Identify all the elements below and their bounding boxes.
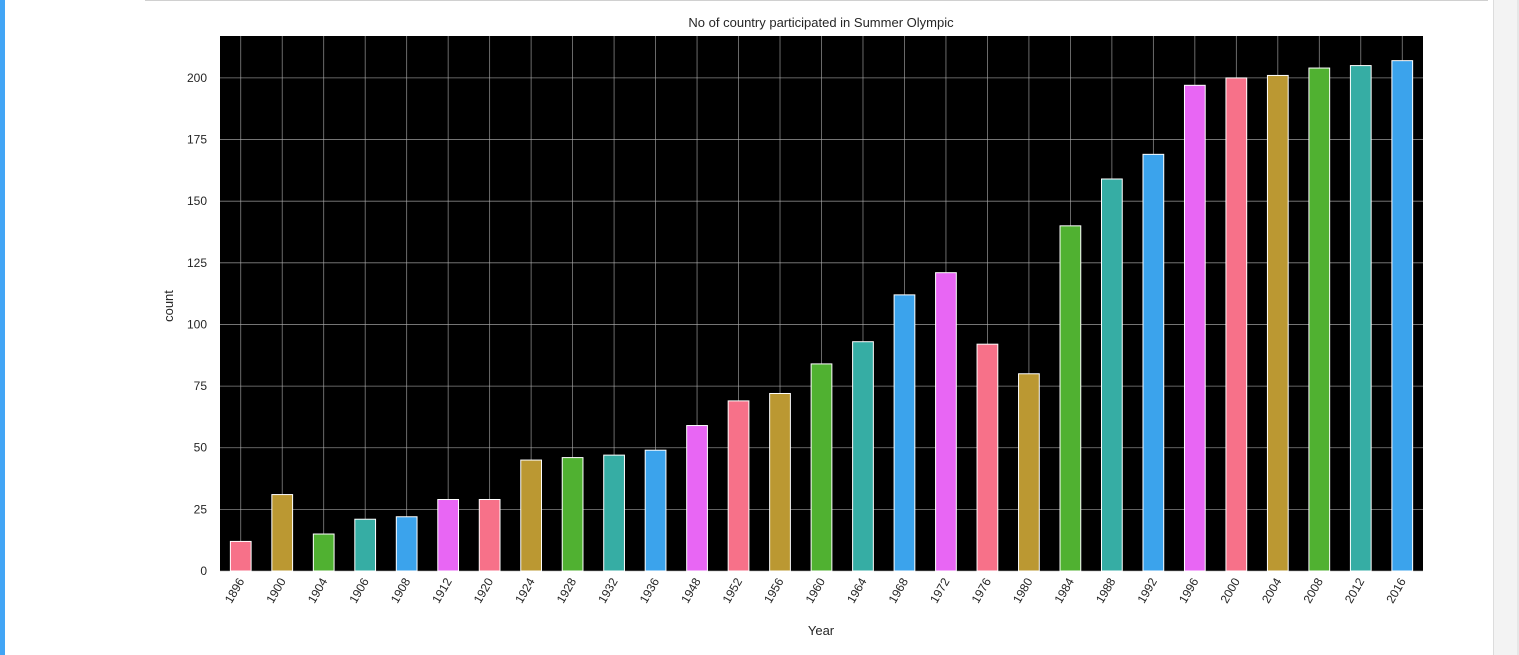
- y-tick-label: 50: [194, 441, 208, 455]
- x-tick-label: 1896: [222, 575, 248, 605]
- left-accent-bar: [0, 0, 5, 655]
- bar-1980: [1018, 373, 1040, 572]
- bar-1960: [810, 363, 833, 572]
- x-tick-label: 1936: [637, 575, 663, 605]
- x-tick-label: 2016: [1383, 575, 1409, 605]
- bar-1996: [1183, 84, 1206, 572]
- x-tick-label: 1984: [1052, 575, 1078, 605]
- x-tick-label: 2000: [1217, 575, 1243, 605]
- bar-1928: [561, 457, 584, 572]
- x-tick-label: 1948: [678, 575, 704, 605]
- x-tick-label: 2004: [1259, 575, 1285, 605]
- x-axis-ticks: 1896 1900 1904 1906 1908 1912 1920 1924 1928 1932…: [222, 575, 1409, 605]
- x-tick-label: 1960: [803, 575, 829, 605]
- y-tick-label: 25: [194, 502, 208, 516]
- y-tick-label: 0: [200, 564, 207, 578]
- bar-2012: [1349, 65, 1372, 572]
- bar-2004: [1266, 74, 1289, 572]
- x-tick-label: 1980: [1010, 575, 1036, 605]
- x-tick-label: 1900: [263, 575, 289, 605]
- bar-2016: [1391, 60, 1414, 572]
- bar-1976: [976, 343, 999, 572]
- bar-1988: [1101, 178, 1123, 572]
- x-axis-label: Year: [808, 623, 835, 638]
- x-tick-label: 1928: [554, 575, 580, 605]
- y-tick-label: 150: [187, 194, 207, 208]
- x-tick-label: 1920: [471, 575, 497, 605]
- bar-1924: [520, 459, 542, 572]
- bar-1952: [727, 400, 750, 572]
- bar-1948: [686, 425, 708, 572]
- x-tick-label: 1906: [346, 575, 372, 605]
- x-tick-label: 1988: [1093, 575, 1119, 605]
- x-tick-label: 1912: [429, 575, 455, 605]
- bar-1920: [478, 499, 501, 572]
- scrollbar[interactable]: [1493, 0, 1519, 655]
- x-tick-label: 1924: [512, 575, 538, 605]
- bar-1936: [644, 449, 667, 572]
- bar-1896: [229, 540, 252, 572]
- y-tick-label: 100: [187, 317, 207, 331]
- bars: [229, 60, 1414, 572]
- x-tick-label: 1932: [595, 575, 621, 605]
- bar-1968: [893, 294, 916, 572]
- x-tick-label: 1976: [969, 575, 995, 605]
- x-tick-label: 1952: [720, 575, 746, 605]
- bar-2008: [1308, 67, 1331, 572]
- y-axis-ticks: 0 25 50 75 100 125 150 175 200: [187, 71, 207, 578]
- bar-1956: [769, 392, 791, 572]
- bar-1984: [1059, 225, 1082, 572]
- bar-1992: [1142, 153, 1165, 572]
- bar-1908: [395, 516, 418, 572]
- x-tick-label: 1904: [305, 575, 331, 605]
- bar-1972: [935, 272, 957, 572]
- y-tick-label: 200: [187, 71, 207, 85]
- x-tick-label: 1992: [1134, 575, 1160, 605]
- scrollbar-edge: [1517, 0, 1519, 655]
- bar-1906: [354, 518, 377, 572]
- x-tick-label: 2008: [1300, 575, 1326, 605]
- y-axis-label: count: [161, 290, 176, 322]
- x-tick-label: 1996: [1176, 575, 1202, 605]
- top-divider: [145, 0, 1488, 1]
- x-tick-label: 1908: [388, 575, 414, 605]
- x-tick-label: 1972: [927, 575, 953, 605]
- bar-1900: [271, 494, 294, 572]
- bar-1964: [852, 341, 874, 572]
- x-tick-label: 1968: [886, 575, 912, 605]
- x-tick-label: 1964: [844, 575, 870, 605]
- y-tick-label: 75: [194, 379, 208, 393]
- x-tick-label: 2012: [1342, 575, 1368, 605]
- bar-1912: [437, 499, 460, 572]
- chart-title: No of country participated in Summer Oly…: [688, 15, 954, 30]
- bar-2000: [1225, 77, 1248, 572]
- y-tick-label: 175: [187, 133, 207, 147]
- bar-1932: [603, 454, 625, 572]
- y-tick-label: 125: [187, 256, 207, 270]
- x-tick-label: 1956: [761, 575, 787, 605]
- bar-1904: [312, 533, 335, 572]
